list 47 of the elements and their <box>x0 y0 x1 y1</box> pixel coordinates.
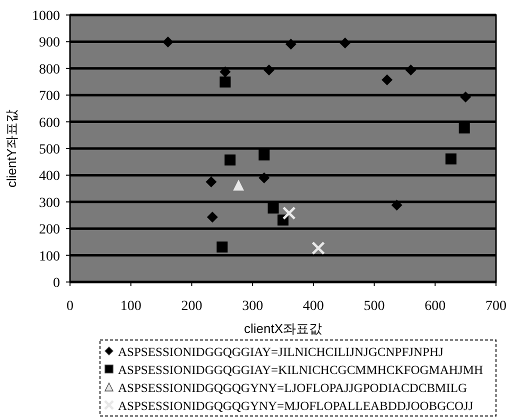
x-tick-label: 400 <box>302 299 324 314</box>
point <box>224 154 236 166</box>
x-tick-label: 200 <box>181 299 202 314</box>
y-tick-label: 400 <box>39 169 60 184</box>
point <box>460 91 472 102</box>
legend-label: ASPSESSIONIDGQGQGYNY=MJOFLOPALLEABDDJOOBGCOJJ <box>118 399 474 413</box>
x-tick-label: 300 <box>242 299 264 314</box>
y-tick-label: 600 <box>39 116 60 131</box>
point <box>220 66 231 78</box>
x-tick-label: 500 <box>364 299 385 314</box>
y-tick-label: 900 <box>39 36 60 51</box>
point <box>264 64 275 76</box>
y-tick-label: 700 <box>39 89 60 104</box>
legend-label: ASPSESSIONIDGQGQGYNY=LJOFLOPAJJGPODIACDCBMILG <box>118 381 467 395</box>
point <box>391 200 402 211</box>
y-tick-label: 1000 <box>32 9 60 24</box>
point <box>268 202 279 214</box>
point <box>206 176 217 188</box>
x-axis-title: clientX좌표값 <box>244 321 322 336</box>
point <box>220 76 231 88</box>
x-tick-label: 0 <box>66 299 74 314</box>
x-tick-label: 700 <box>486 299 506 314</box>
point <box>162 36 174 48</box>
y-tick-label: 300 <box>39 196 60 211</box>
legend-label: ASPSESSIONIDGGQGGIAY=KILNICHCGCMMHCKFOGMAHJMH <box>118 363 483 377</box>
x-tick-label: 100 <box>120 299 142 314</box>
point <box>312 241 326 255</box>
y-axis-title: clientY좌표값 <box>4 109 19 188</box>
point <box>282 206 296 220</box>
point <box>382 74 393 86</box>
point <box>216 242 228 253</box>
point <box>258 172 270 184</box>
x-tick-label: 600 <box>424 299 446 314</box>
point <box>233 180 244 191</box>
y-tick-label: 500 <box>39 142 60 158</box>
point <box>285 38 296 50</box>
point <box>445 153 456 164</box>
point <box>340 38 351 49</box>
y-tick-label: 0 <box>53 276 60 291</box>
y-tick-label: 100 <box>39 249 60 264</box>
point <box>458 122 470 134</box>
y-tick-label: 800 <box>39 62 60 78</box>
point <box>405 64 416 76</box>
point <box>258 149 270 160</box>
legend-label: ASPSESSIONIDGGQGGIAY=JILNICHCILIJNJGCNPFJNPHJ <box>118 345 444 359</box>
point <box>206 212 218 223</box>
y-tick-label: 200 <box>39 222 60 238</box>
